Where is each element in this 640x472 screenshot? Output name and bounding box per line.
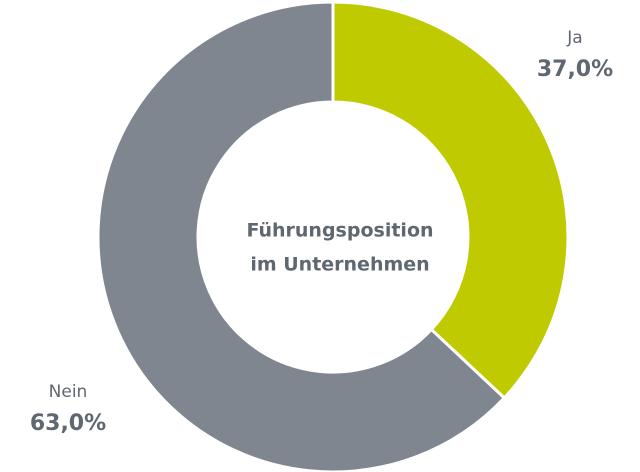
donut-segment <box>331 0 570 400</box>
center-title: Führungsposition <box>246 220 433 242</box>
value-label: 63,0% <box>30 411 106 436</box>
donut-segment <box>96 0 507 472</box>
value-label: 37,0% <box>537 57 613 82</box>
center-title: im Unternehmen <box>250 254 429 276</box>
category-label: Nein <box>49 382 88 402</box>
category-label: Ja <box>566 28 582 48</box>
